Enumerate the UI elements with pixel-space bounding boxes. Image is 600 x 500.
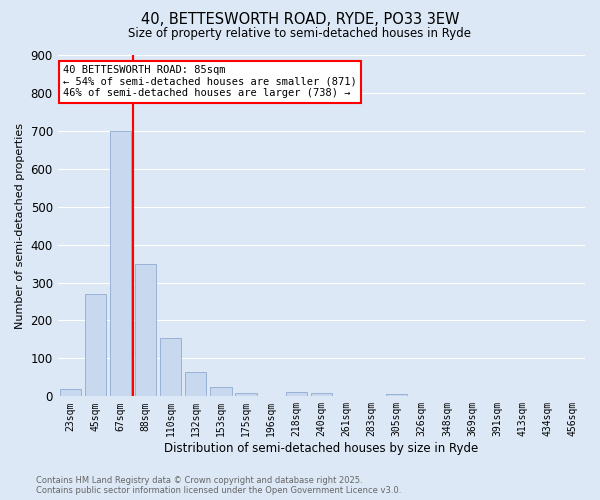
Bar <box>210 387 232 396</box>
X-axis label: Distribution of semi-detached houses by size in Ryde: Distribution of semi-detached houses by … <box>164 442 478 455</box>
Bar <box>135 264 156 396</box>
Bar <box>85 294 106 396</box>
Y-axis label: Number of semi-detached properties: Number of semi-detached properties <box>15 122 25 328</box>
Bar <box>110 131 131 396</box>
Bar <box>235 392 257 396</box>
Bar <box>386 394 407 396</box>
Bar <box>286 392 307 396</box>
Text: 40, BETTESWORTH ROAD, RYDE, PO33 3EW: 40, BETTESWORTH ROAD, RYDE, PO33 3EW <box>141 12 459 28</box>
Bar <box>59 388 81 396</box>
Text: 40 BETTESWORTH ROAD: 85sqm
← 54% of semi-detached houses are smaller (871)
46% o: 40 BETTESWORTH ROAD: 85sqm ← 54% of semi… <box>63 65 356 98</box>
Bar <box>185 372 206 396</box>
Text: Size of property relative to semi-detached houses in Ryde: Size of property relative to semi-detach… <box>128 28 472 40</box>
Bar <box>160 338 181 396</box>
Text: Contains HM Land Registry data © Crown copyright and database right 2025.
Contai: Contains HM Land Registry data © Crown c… <box>36 476 401 495</box>
Bar <box>311 394 332 396</box>
